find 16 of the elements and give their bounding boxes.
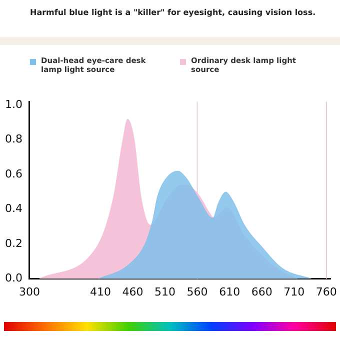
x-tick-label: 610 <box>219 285 240 298</box>
y-tick-label: 0.4 <box>4 202 22 216</box>
x-tick-label: 300 <box>18 285 40 298</box>
y-tick-label: 0.2 <box>4 236 22 250</box>
y-tick-label: 0.8 <box>4 132 22 146</box>
chart-title: Harmful blue light is a "killer" for eyesight, causing vision loss. <box>30 8 316 17</box>
x-tick-label: 660 <box>251 285 272 298</box>
x-tick-label: 510 <box>154 285 176 298</box>
x-tick-label: 760 <box>316 285 337 298</box>
x-tick-label: 710 <box>284 285 305 298</box>
x-tick-label: 460 <box>122 285 144 298</box>
y-tick-label: 0.0 <box>4 272 22 285</box>
y-tick-label: 0.6 <box>4 167 22 180</box>
x-tick-label: 410 <box>90 285 111 298</box>
x-tick-label: 560 <box>186 285 208 298</box>
y-tick-label: 1.0 <box>4 98 22 111</box>
